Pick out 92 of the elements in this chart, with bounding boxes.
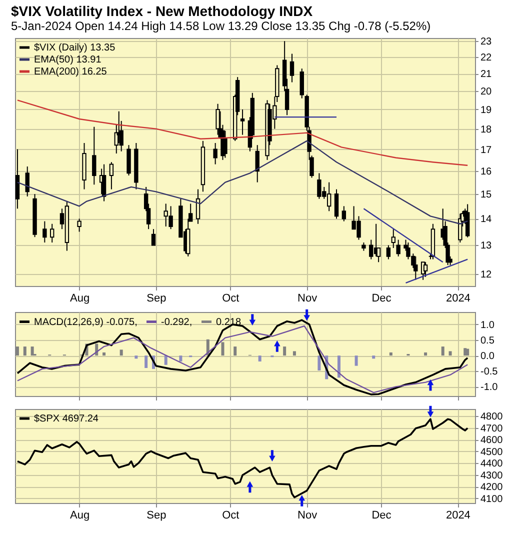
candlestick bbox=[369, 239, 374, 260]
candlestick bbox=[290, 53, 294, 83]
chart-title: $VIX Volatility Index - New Methodology INDX bbox=[11, 3, 314, 20]
x-tick-label: Oct bbox=[222, 510, 240, 522]
y-tick-label: 4700 bbox=[480, 423, 504, 434]
candlestick bbox=[15, 148, 20, 210]
candlestick bbox=[423, 262, 428, 278]
bar bbox=[179, 356, 182, 362]
x-tick-label: Aug bbox=[70, 510, 90, 522]
line-series bbox=[16, 100, 468, 166]
y-tick-label: 13 bbox=[480, 240, 492, 252]
y-tick-label: 15 bbox=[480, 190, 492, 201]
bar bbox=[337, 356, 340, 378]
y-tick-label: 4400 bbox=[480, 458, 504, 470]
y-tick-label: 19 bbox=[480, 104, 492, 116]
y-tick-label: 18 bbox=[480, 124, 492, 136]
y-tick-label: 4300 bbox=[480, 470, 504, 482]
bar bbox=[221, 342, 224, 356]
bar bbox=[234, 346, 237, 356]
candlestick bbox=[42, 220, 47, 243]
bar bbox=[134, 356, 138, 359]
bar bbox=[164, 356, 168, 365]
candlestick bbox=[300, 68, 304, 99]
candlestick bbox=[216, 103, 220, 136]
bar bbox=[144, 356, 148, 368]
legend-label: MACD(12,26,9) -0.075, bbox=[34, 316, 138, 328]
y-tick-label: 20 bbox=[480, 86, 492, 98]
y-tick-label: 14 bbox=[480, 214, 492, 226]
bar bbox=[23, 346, 26, 356]
y-tick-label: 4600 bbox=[480, 435, 504, 446]
y-tick-label: 21 bbox=[480, 69, 492, 80]
y-tick-label: -1.0 bbox=[480, 382, 498, 394]
candlestick bbox=[342, 206, 346, 222]
x-tick-label: 2024 bbox=[446, 292, 470, 304]
candlestick bbox=[396, 239, 400, 257]
bar bbox=[283, 346, 286, 356]
legend-label: $VIX (Daily) 13.35 bbox=[34, 42, 116, 54]
legend-label: EMA(200) 16.25 bbox=[34, 66, 108, 78]
y-tick-label: 0.0 bbox=[480, 351, 495, 362]
y-tick-label: 23 bbox=[480, 36, 492, 48]
candlestick bbox=[109, 162, 114, 190]
y-tick-label: 4100 bbox=[480, 494, 504, 505]
candlestick bbox=[102, 164, 106, 202]
chart-subtitle: 5-Jan-2024 Open 14.24 High 14.58 Low 13.29 Close 13.35 Chg -0.78 (-5.52%) bbox=[11, 19, 431, 34]
bar bbox=[102, 352, 106, 356]
x-tick-label: Nov bbox=[298, 510, 318, 522]
y-tick-label: 4200 bbox=[480, 482, 504, 494]
bar bbox=[292, 351, 296, 356]
candlestick bbox=[213, 142, 218, 165]
bar bbox=[30, 346, 34, 356]
candlestick bbox=[151, 228, 156, 246]
x-tick-label: Dec bbox=[372, 292, 392, 304]
candlestick bbox=[92, 126, 96, 186]
x-tick-label: Oct bbox=[222, 292, 240, 304]
legend-label: -0.292, bbox=[161, 316, 192, 328]
candlestick bbox=[414, 256, 418, 280]
legend-label: $SPX 4697.24 bbox=[34, 414, 99, 424]
y-tick-label: 4500 bbox=[480, 446, 504, 458]
y-tick-label: 1.0 bbox=[480, 320, 495, 331]
bar bbox=[372, 356, 376, 359]
bar bbox=[120, 350, 123, 356]
candlestick bbox=[240, 108, 245, 136]
x-tick-label: Aug bbox=[70, 292, 90, 304]
bar bbox=[424, 352, 428, 356]
candlestick bbox=[77, 218, 82, 232]
x-tick-label: Sep bbox=[146, 292, 166, 304]
bar bbox=[258, 356, 262, 362]
candlestick bbox=[458, 213, 462, 243]
candlestick bbox=[50, 223, 54, 243]
bar bbox=[318, 356, 321, 370]
y-tick-label: 0.5 bbox=[480, 336, 495, 346]
candlestick bbox=[25, 166, 30, 197]
y-tick-label: 17 bbox=[480, 144, 492, 156]
candlestick bbox=[126, 144, 131, 176]
candlestick bbox=[386, 244, 391, 260]
candlestick bbox=[334, 188, 339, 220]
candlestick bbox=[391, 228, 396, 248]
x-tick-label: Nov bbox=[298, 292, 318, 304]
bar bbox=[466, 348, 470, 356]
y-tick-label: 22 bbox=[480, 52, 492, 64]
y-tick-label: 16 bbox=[480, 166, 492, 178]
bar bbox=[354, 356, 358, 366]
bar bbox=[389, 352, 392, 356]
bar bbox=[441, 346, 444, 356]
x-tick-label: 2024 bbox=[446, 510, 470, 522]
y-tick-label: 4800 bbox=[480, 412, 504, 423]
y-tick-label: -0.5 bbox=[480, 366, 498, 378]
y-tick-label: 12 bbox=[480, 269, 492, 280]
bar bbox=[448, 351, 452, 356]
x-tick-label: Sep bbox=[146, 510, 166, 522]
x-tick-label: Dec bbox=[372, 510, 392, 522]
legend-label: EMA(50) 13.91 bbox=[34, 54, 102, 66]
